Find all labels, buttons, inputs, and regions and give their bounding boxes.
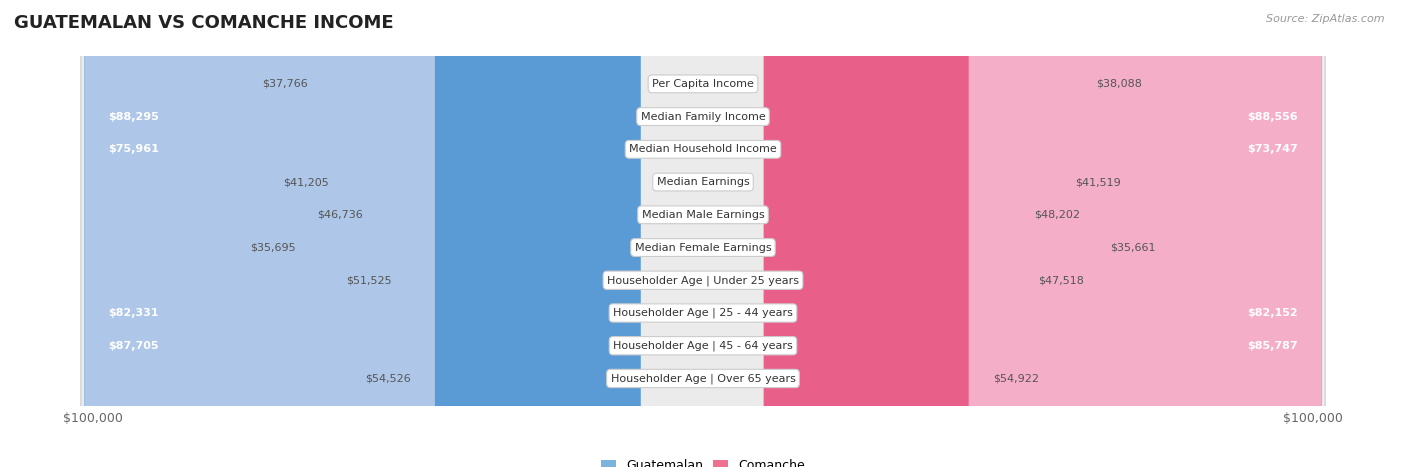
- FancyBboxPatch shape: [84, 0, 605, 467]
- Text: $48,202: $48,202: [1033, 210, 1080, 220]
- Text: Householder Age | Under 25 years: Householder Age | Under 25 years: [607, 275, 799, 285]
- FancyBboxPatch shape: [763, 0, 1322, 467]
- Text: $38,088: $38,088: [1095, 79, 1142, 89]
- FancyBboxPatch shape: [82, 0, 1324, 467]
- Text: $41,205: $41,205: [284, 177, 329, 187]
- FancyBboxPatch shape: [84, 0, 333, 467]
- FancyBboxPatch shape: [780, 0, 1322, 467]
- Text: $35,661: $35,661: [1111, 242, 1156, 253]
- Text: Median Male Earnings: Median Male Earnings: [641, 210, 765, 220]
- Text: $88,295: $88,295: [108, 112, 159, 121]
- FancyBboxPatch shape: [1014, 0, 1322, 467]
- Text: $35,695: $35,695: [250, 242, 295, 253]
- Text: $51,525: $51,525: [347, 275, 392, 285]
- FancyBboxPatch shape: [853, 0, 1322, 467]
- Text: Householder Age | 45 - 64 years: Householder Age | 45 - 64 years: [613, 340, 793, 351]
- Text: $47,518: $47,518: [1038, 275, 1084, 285]
- Text: $54,922: $54,922: [993, 374, 1039, 383]
- FancyBboxPatch shape: [82, 0, 1324, 467]
- Legend: Guatemalan, Comanche: Guatemalan, Comanche: [596, 454, 810, 467]
- Text: Median Family Income: Median Family Income: [641, 112, 765, 121]
- FancyBboxPatch shape: [82, 0, 1324, 467]
- Text: Householder Age | 25 - 44 years: Householder Age | 25 - 44 years: [613, 308, 793, 318]
- FancyBboxPatch shape: [82, 0, 1324, 467]
- Text: $82,331: $82,331: [108, 308, 159, 318]
- Text: $82,152: $82,152: [1247, 308, 1298, 318]
- FancyBboxPatch shape: [1071, 0, 1322, 467]
- Text: Median Household Income: Median Household Income: [628, 144, 778, 154]
- FancyBboxPatch shape: [84, 0, 565, 467]
- Text: Per Capita Income: Per Capita Income: [652, 79, 754, 89]
- Text: $88,556: $88,556: [1247, 112, 1298, 121]
- FancyBboxPatch shape: [82, 0, 1324, 467]
- Text: GUATEMALAN VS COMANCHE INCOME: GUATEMALAN VS COMANCHE INCOME: [14, 14, 394, 32]
- FancyBboxPatch shape: [84, 0, 434, 467]
- FancyBboxPatch shape: [84, 0, 354, 467]
- FancyBboxPatch shape: [803, 0, 1322, 467]
- FancyBboxPatch shape: [84, 0, 637, 467]
- Text: $75,961: $75,961: [108, 144, 159, 154]
- FancyBboxPatch shape: [82, 0, 1324, 467]
- FancyBboxPatch shape: [82, 0, 1324, 467]
- Text: $46,736: $46,736: [318, 210, 363, 220]
- Text: Householder Age | Over 65 years: Householder Age | Over 65 years: [610, 373, 796, 384]
- Text: $85,787: $85,787: [1247, 341, 1298, 351]
- Text: $87,705: $87,705: [108, 341, 159, 351]
- FancyBboxPatch shape: [84, 0, 321, 467]
- FancyBboxPatch shape: [1085, 0, 1322, 467]
- Text: Median Female Earnings: Median Female Earnings: [634, 242, 772, 253]
- FancyBboxPatch shape: [1010, 0, 1322, 467]
- FancyBboxPatch shape: [84, 0, 416, 467]
- FancyBboxPatch shape: [969, 0, 1322, 467]
- Text: $37,766: $37,766: [263, 79, 308, 89]
- FancyBboxPatch shape: [82, 0, 1324, 467]
- Text: $54,526: $54,526: [364, 374, 411, 383]
- Text: $41,519: $41,519: [1074, 177, 1121, 187]
- Text: Median Earnings: Median Earnings: [657, 177, 749, 187]
- Text: Source: ZipAtlas.com: Source: ZipAtlas.com: [1267, 14, 1385, 24]
- FancyBboxPatch shape: [82, 0, 1324, 467]
- FancyBboxPatch shape: [82, 0, 1324, 467]
- FancyBboxPatch shape: [1050, 0, 1322, 467]
- Text: $73,747: $73,747: [1247, 144, 1298, 154]
- FancyBboxPatch shape: [84, 0, 641, 467]
- FancyBboxPatch shape: [84, 0, 388, 467]
